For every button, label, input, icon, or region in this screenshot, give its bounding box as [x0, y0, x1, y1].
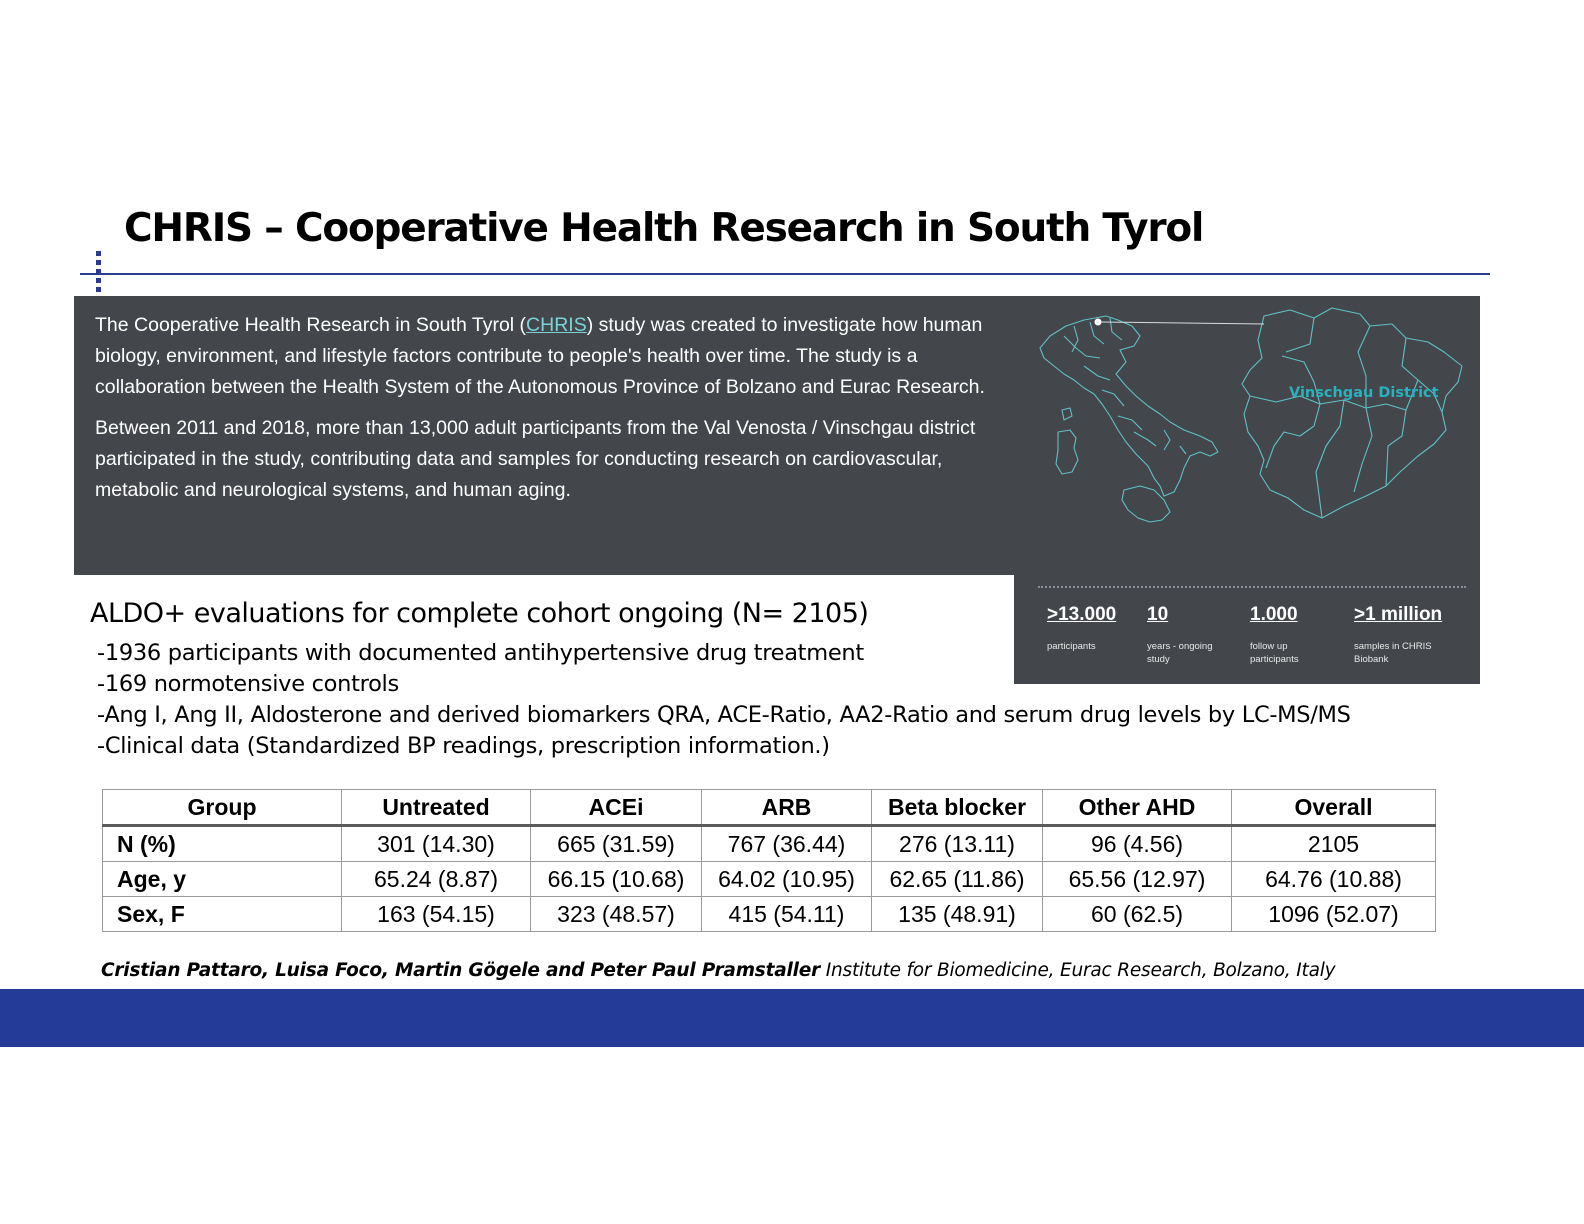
table-row: Sex, F 163 (54.15) 323 (48.57) 415 (54.1… [102, 896, 1436, 932]
stat-label: years - ongoing study [1147, 641, 1213, 665]
table-cell: 64.76 (10.88) [1231, 861, 1436, 897]
description-text-1a: The Cooperative Health Research in South… [95, 314, 527, 336]
footer-band [0, 989, 1584, 1047]
stat-samples: >1 million samples in CHRIS Biobank [1354, 604, 1442, 666]
row-header: N (%) [102, 825, 342, 862]
column-header: Untreated [341, 789, 531, 827]
table-cell: 276 (13.11) [871, 825, 1043, 862]
author-affiliation: Institute for Biomedicine, Eurac Researc… [820, 960, 1336, 981]
column-header: ACEi [530, 789, 702, 827]
table-cell: 62.65 (11.86) [871, 861, 1043, 897]
description-paragraph-2: Between 2011 and 2018, more than 13,000 … [95, 417, 976, 501]
row-header: Age, y [102, 861, 342, 897]
aldo-bullet-list: -1936 participants with documented antih… [97, 638, 1351, 762]
column-header: Group [102, 789, 342, 827]
column-header: Beta blocker [871, 789, 1043, 827]
stat-value: >1 million [1354, 604, 1443, 625]
slide-title: CHRIS – Cooperative Health Research in S… [124, 206, 1204, 251]
table-cell: 1096 (52.07) [1231, 896, 1436, 932]
table-cell: 135 (48.91) [871, 896, 1043, 932]
bullet-item: -Ang I, Ang II, Aldosterone and derived … [97, 702, 1351, 728]
table-cell: 415 (54.11) [701, 896, 872, 932]
table-cell: 2105 [1231, 825, 1436, 862]
cohort-table: Group Untreated ACEi ARB Beta blocker Ot… [102, 789, 1436, 932]
stat-label: participants [1047, 641, 1096, 652]
bullet-item: -169 normotensive controls [97, 671, 399, 697]
author-names: Cristian Pattaro, Luisa Foco, Martin Gög… [101, 960, 821, 981]
table-row: Age, y 65.24 (8.87) 66.15 (10.68) 64.02 … [102, 861, 1436, 897]
aldo-heading: ALDO+ evaluations for complete cohort on… [90, 598, 869, 629]
table-cell: 60 (62.5) [1042, 896, 1232, 932]
italy-map-illustration [1039, 307, 1463, 523]
table-cell: 323 (48.57) [530, 896, 702, 932]
table-header-row: Group Untreated ACEi ARB Beta blocker Ot… [102, 789, 1436, 827]
table-cell: 96 (4.56) [1042, 825, 1232, 862]
column-header: Overall [1231, 789, 1436, 827]
table-cell: 66.15 (10.68) [530, 861, 702, 897]
table-cell: 163 (54.15) [341, 896, 531, 932]
stats-divider [1038, 586, 1466, 588]
region-map-panel: Vinschgau District >13.000 participants … [1014, 296, 1480, 684]
stat-label: samples in CHRIS Biobank [1354, 641, 1432, 665]
stat-years: 10 years - ongoing study [1147, 604, 1225, 666]
title-accent-dots [96, 251, 102, 299]
stat-value: 10 [1147, 604, 1169, 625]
stat-label: follow up participants [1250, 641, 1299, 665]
chris-link[interactable]: CHRIS [526, 314, 587, 336]
table-cell: 301 (14.30) [341, 825, 531, 862]
author-credit: Cristian Pattaro, Luisa Foco, Martin Gög… [101, 960, 1336, 981]
description-text-1b: ) study was created to investigate how h… [95, 314, 985, 398]
stat-follow-up: 1.000 follow up participants [1250, 604, 1312, 666]
table-cell: 65.24 (8.87) [341, 861, 531, 897]
stat-participants: >13.000 participants [1047, 604, 1127, 653]
table-cell: 767 (36.44) [701, 825, 872, 862]
table-cell: 665 (31.59) [530, 825, 702, 862]
bullet-item: -1936 participants with documented antih… [97, 640, 864, 666]
column-header: ARB [701, 789, 872, 827]
table-row: N (%) 301 (14.30) 665 (31.59) 767 (36.44… [102, 825, 1436, 862]
chris-description-box: The Cooperative Health Research in South… [74, 296, 1014, 575]
column-header: Other AHD [1042, 789, 1232, 827]
table-cell: 64.02 (10.95) [701, 861, 872, 897]
description-paragraph-1: The Cooperative Health Research in South… [95, 310, 994, 403]
stat-value: >13.000 [1047, 604, 1117, 625]
table-cell: 65.56 (12.97) [1042, 861, 1232, 897]
vinschgau-district-label: Vinschgau District [1289, 385, 1439, 401]
title-divider [80, 273, 1490, 275]
row-header: Sex, F [102, 896, 342, 932]
bullet-item: -Clinical data (Standardized BP readings… [97, 733, 830, 759]
stat-value: 1.000 [1250, 604, 1298, 625]
